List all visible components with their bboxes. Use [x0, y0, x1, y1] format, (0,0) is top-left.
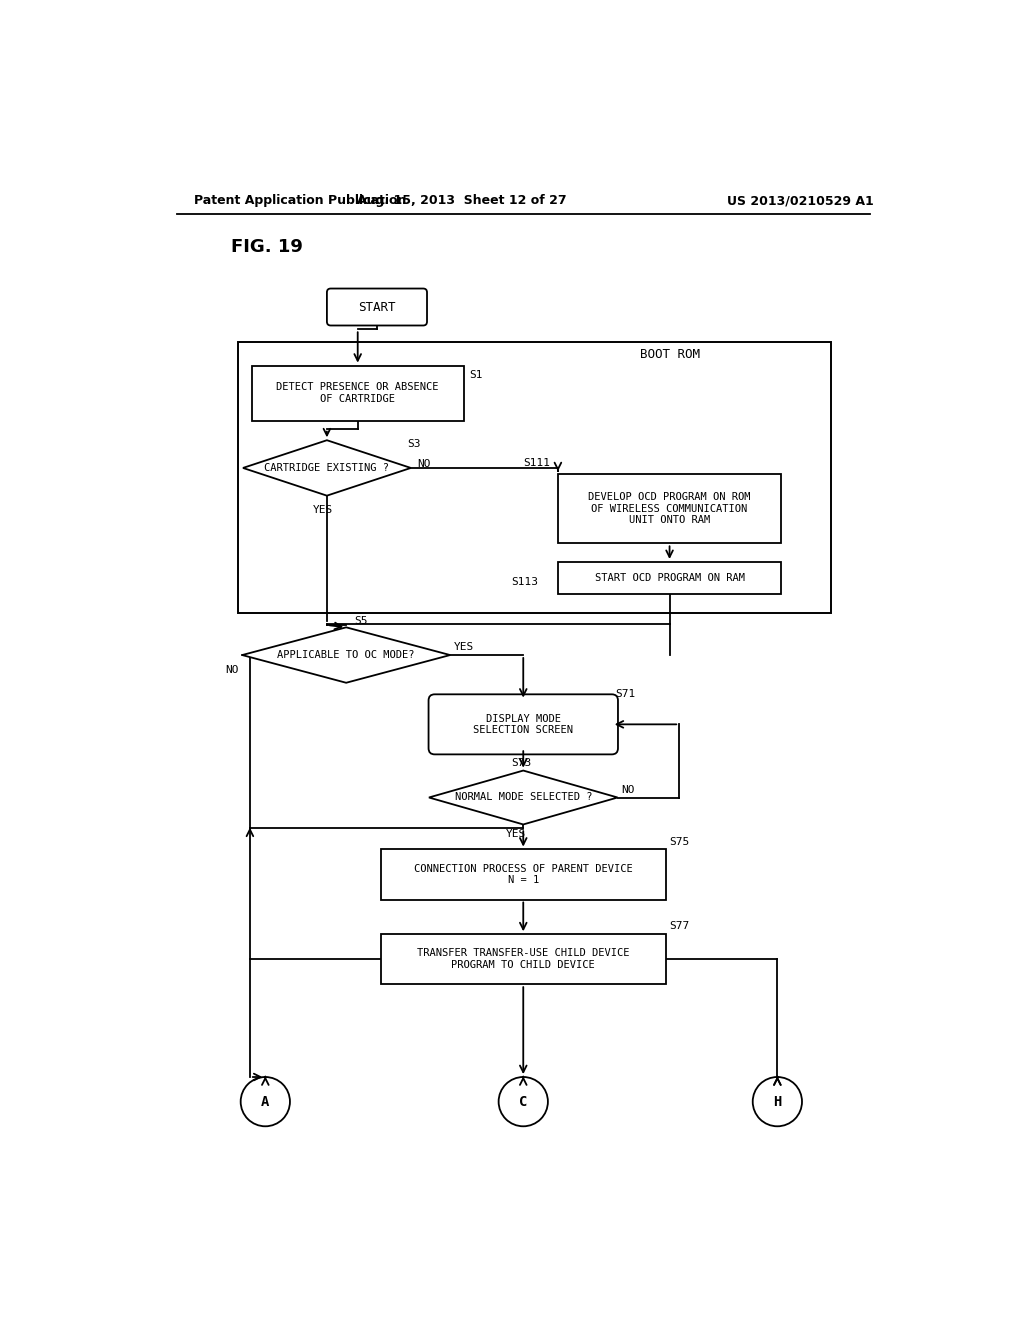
- Text: H: H: [773, 1094, 781, 1109]
- Text: Aug. 15, 2013  Sheet 12 of 27: Aug. 15, 2013 Sheet 12 of 27: [356, 194, 566, 207]
- Text: YES: YES: [454, 643, 474, 652]
- Text: NO: NO: [417, 459, 430, 469]
- Text: S3: S3: [407, 440, 421, 449]
- Text: Patent Application Publication: Patent Application Publication: [194, 194, 407, 207]
- Text: S77: S77: [670, 921, 690, 932]
- Text: YES: YES: [506, 829, 525, 838]
- FancyBboxPatch shape: [381, 850, 666, 899]
- FancyBboxPatch shape: [558, 562, 781, 594]
- FancyBboxPatch shape: [327, 289, 427, 326]
- Text: A: A: [261, 1094, 269, 1109]
- Text: S1: S1: [470, 370, 483, 380]
- Polygon shape: [429, 771, 617, 825]
- FancyBboxPatch shape: [381, 935, 666, 985]
- Text: CARTRIDGE EXISTING ?: CARTRIDGE EXISTING ?: [264, 463, 389, 473]
- FancyBboxPatch shape: [558, 474, 781, 544]
- Text: S71: S71: [615, 689, 636, 700]
- Text: S75: S75: [670, 837, 690, 846]
- FancyBboxPatch shape: [252, 366, 464, 421]
- Text: DISPLAY MODE
SELECTION SCREEN: DISPLAY MODE SELECTION SCREEN: [473, 714, 573, 735]
- Polygon shape: [243, 627, 451, 682]
- Text: BOOT ROM: BOOT ROM: [640, 348, 699, 362]
- Text: S113: S113: [512, 577, 539, 587]
- Text: NO: NO: [225, 665, 239, 676]
- Circle shape: [499, 1077, 548, 1126]
- Text: NO: NO: [622, 785, 635, 795]
- Text: START OCD PROGRAM ON RAM: START OCD PROGRAM ON RAM: [595, 573, 744, 583]
- Text: START: START: [358, 301, 395, 314]
- Text: TRANSFER TRANSFER-USE CHILD DEVICE
PROGRAM TO CHILD DEVICE: TRANSFER TRANSFER-USE CHILD DEVICE PROGR…: [417, 948, 630, 970]
- Text: S5: S5: [354, 616, 368, 626]
- Text: APPLICABLE TO OC MODE?: APPLICABLE TO OC MODE?: [278, 649, 415, 660]
- Text: DEVELOP OCD PROGRAM ON ROM
OF WIRELESS COMMUNICATION
UNIT ONTO RAM: DEVELOP OCD PROGRAM ON ROM OF WIRELESS C…: [589, 492, 751, 525]
- Circle shape: [241, 1077, 290, 1126]
- Polygon shape: [243, 441, 411, 496]
- Text: NORMAL MODE SELECTED ?: NORMAL MODE SELECTED ?: [455, 792, 592, 803]
- Text: S111: S111: [523, 458, 550, 467]
- FancyBboxPatch shape: [429, 694, 617, 755]
- Text: S73: S73: [512, 758, 531, 768]
- Text: FIG. 19: FIG. 19: [230, 238, 302, 256]
- Text: US 2013/0210529 A1: US 2013/0210529 A1: [727, 194, 873, 207]
- Text: DETECT PRESENCE OR ABSENCE
OF CARTRIDGE: DETECT PRESENCE OR ABSENCE OF CARTRIDGE: [276, 383, 439, 404]
- Text: YES: YES: [313, 504, 333, 515]
- Text: CONNECTION PROCESS OF PARENT DEVICE
N = 1: CONNECTION PROCESS OF PARENT DEVICE N = …: [414, 863, 633, 886]
- Circle shape: [753, 1077, 802, 1126]
- Text: C: C: [519, 1094, 527, 1109]
